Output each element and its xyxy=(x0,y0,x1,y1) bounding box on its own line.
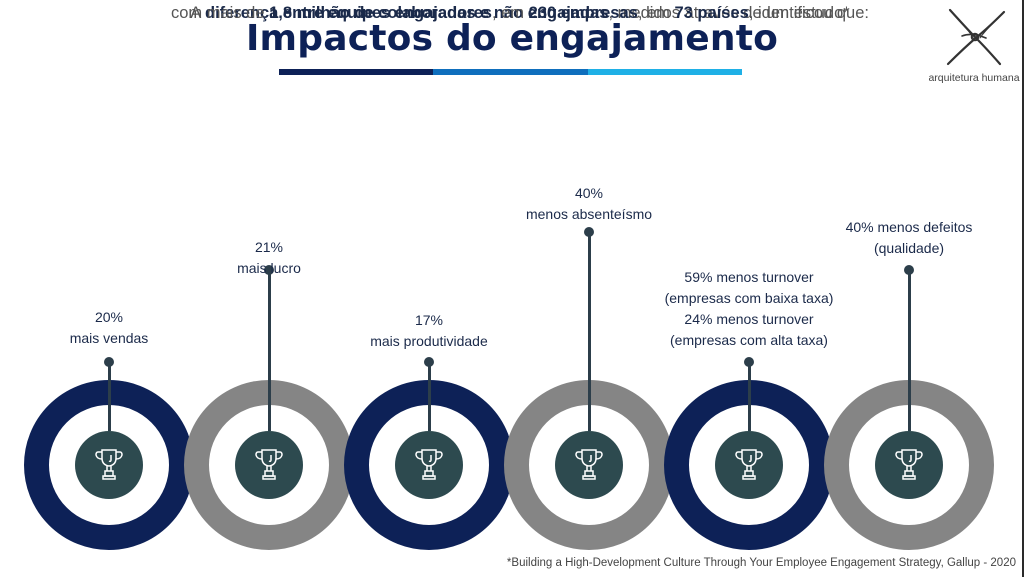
impact-center-circle xyxy=(395,431,463,499)
intro-text: , em xyxy=(491,4,529,22)
impact-description: (qualidade) xyxy=(873,240,945,256)
connector-dot xyxy=(744,357,754,367)
impact-label: 17% mais produtividade xyxy=(319,310,539,352)
footnote-source: *Building a High-Development Culture Thr… xyxy=(506,557,1016,569)
impact-center-circle xyxy=(555,431,623,499)
connector-stem xyxy=(107,362,111,431)
impact-description: (empresas com baixa taxa) xyxy=(664,290,834,306)
intro-highlight: 73 países xyxy=(674,4,749,22)
impact-description: 24% menos turnover xyxy=(684,311,814,327)
connector-stem xyxy=(587,232,591,431)
title-underline-segment xyxy=(433,69,588,75)
trophy-icon xyxy=(255,449,283,480)
impact-value: 17% xyxy=(414,312,444,328)
impact-label: 40% menos absenteísmo xyxy=(479,183,699,225)
logo-figure-icon xyxy=(946,8,1006,66)
impact-center-circle xyxy=(715,431,783,499)
impact-value: 59% menos turnover xyxy=(684,269,814,285)
trophy-icon xyxy=(95,449,123,480)
intro-text: , em xyxy=(637,4,675,22)
trophy-icon xyxy=(735,449,763,480)
impact-description: mais vendas xyxy=(69,330,149,346)
impact-label: 59% menos turnover (empresas com baixa ta… xyxy=(639,267,859,351)
impact-description: menos absenteísmo xyxy=(525,206,653,222)
connector-dot xyxy=(264,265,274,275)
impact-description: mais produtividade xyxy=(370,333,488,349)
page-title: Impactos do engajamento xyxy=(245,18,779,59)
connector-dot xyxy=(424,357,434,367)
intro-line-2: com mais de 1,8 milhão de colaboradores,… xyxy=(0,0,1024,26)
impact-value: 20% xyxy=(94,309,124,325)
intro-text: , medidos através de um estudo* xyxy=(608,4,850,22)
connector-dot xyxy=(584,227,594,237)
connector-stem xyxy=(427,362,431,431)
trophy-icon xyxy=(575,449,603,480)
slide-right-border xyxy=(1022,0,1024,577)
intro-text: A xyxy=(190,4,205,22)
impact-value: 40% xyxy=(574,185,604,201)
impact-description: (empresas com alta taxa) xyxy=(670,332,828,348)
impact-center-circle xyxy=(235,431,303,499)
intro-highlight: diferença entre equipes engajadas e não … xyxy=(204,4,609,22)
title-underline-segment xyxy=(279,69,433,75)
intro-line-1: A diferença entre equipes engajadas e nã… xyxy=(0,0,1024,26)
impact-description: mais lucro xyxy=(237,260,301,276)
trophy-icon xyxy=(415,449,443,480)
connector-stem xyxy=(267,270,271,431)
impact-label: 20% mais vendas xyxy=(0,307,219,349)
trophy-icon xyxy=(895,449,923,480)
intro-highlight: 1,8 milhão de colaboradores xyxy=(269,4,492,22)
logo-text: arquitetura humana xyxy=(928,72,1020,84)
impact-center-circle xyxy=(875,431,943,499)
impact-center-circle xyxy=(75,431,143,499)
impact-value: 40% menos defeitos xyxy=(845,219,973,235)
intro-text: com mais de xyxy=(171,4,270,22)
impact-label: 21% mais lucro xyxy=(159,237,379,279)
intro-highlight: 230 empresas xyxy=(528,4,638,22)
connector-dot xyxy=(904,265,914,275)
impact-value: 21% xyxy=(254,239,284,255)
connector-dot xyxy=(104,357,114,367)
impact-label: 40% menos defeitos (qualidade) xyxy=(799,217,1019,259)
connector-stem xyxy=(907,270,911,431)
intro-text: , identificou que: xyxy=(748,4,869,22)
connector-stem xyxy=(747,362,751,431)
company-logo: arquitetura humana xyxy=(928,4,1020,90)
title-underline-segment xyxy=(588,69,742,75)
